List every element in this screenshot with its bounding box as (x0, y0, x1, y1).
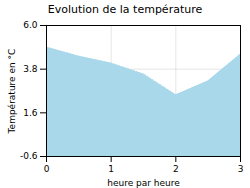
svg-text:2: 2 (173, 164, 179, 174)
svg-text:-0.6: -0.6 (20, 151, 38, 161)
svg-text:3.8: 3.8 (23, 64, 38, 74)
svg-text:1: 1 (108, 164, 114, 174)
html-text:Evolution de la température: Evolution de la température (47, 3, 203, 16)
svg-text:0: 0 (44, 164, 50, 174)
svg-text:heure par heure: heure par heure (107, 178, 180, 188)
svg-text:1.6: 1.6 (23, 108, 38, 118)
svg-text:Température en °C: Température en °C (7, 49, 17, 135)
svg-text:6.0: 6.0 (23, 20, 38, 30)
svg-text:3: 3 (238, 164, 244, 174)
